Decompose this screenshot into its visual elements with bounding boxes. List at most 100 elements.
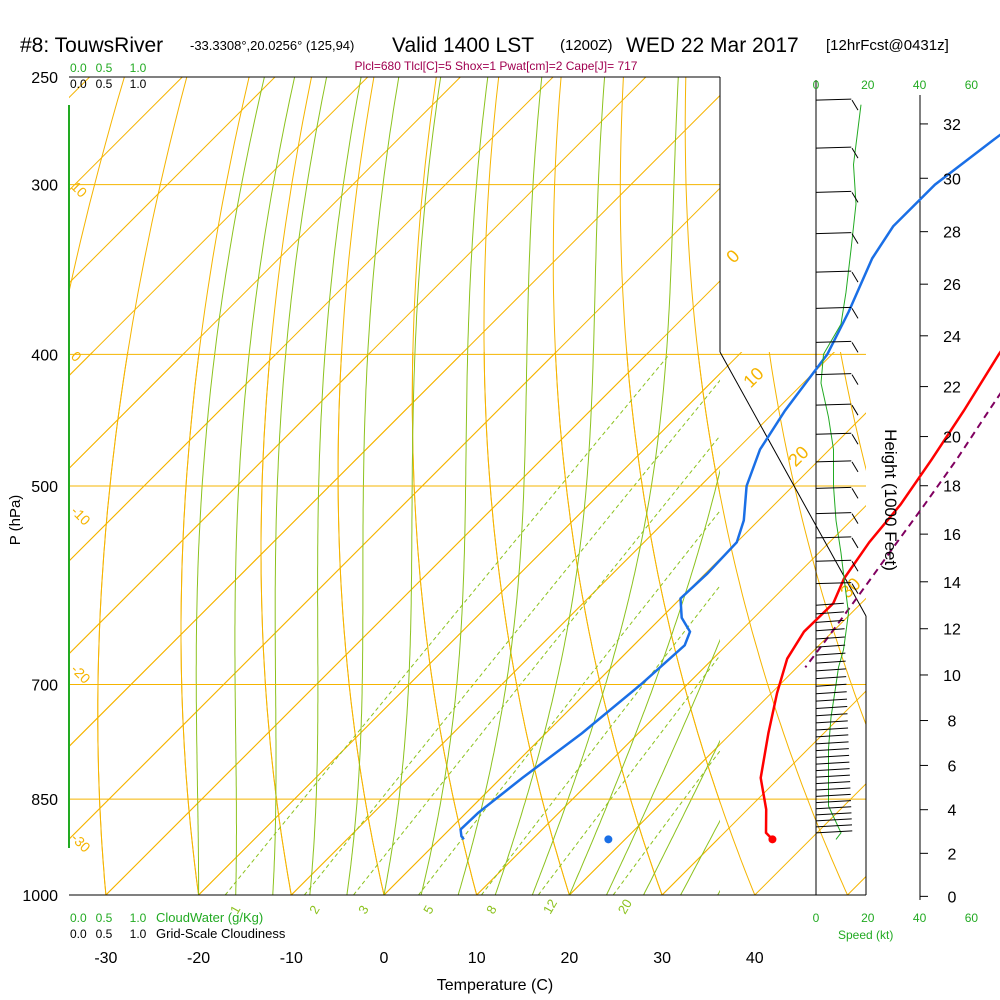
height-axis-title: Height (1000 Feet) — [881, 429, 900, 571]
wind-barb — [815, 602, 844, 606]
dry-adiabat — [337, 77, 385, 895]
wind-barb-flag — [851, 560, 859, 572]
height-tick-label: 6 — [948, 758, 957, 775]
dewpoint-line — [459, 133, 1000, 841]
wind-barb-flag — [851, 308, 859, 319]
moist-adiabat — [383, 77, 442, 895]
y-axis-title: P (hPa) — [7, 495, 24, 546]
dry-adiabat — [411, 77, 478, 895]
wind-barb — [815, 768, 850, 772]
x-tick-label: 40 — [746, 950, 764, 967]
wind-barb — [815, 668, 846, 672]
isotherm-line — [69, 77, 276, 284]
isotherm-line — [383, 558, 720, 895]
wind-barb — [815, 373, 852, 376]
isotherm-line — [476, 650, 720, 895]
wind-barb — [815, 611, 845, 615]
cloudwater-scale-bottom: 0.5 — [96, 911, 113, 925]
surface-dewpoint-dot — [604, 835, 613, 844]
wind-barb-flag — [851, 433, 859, 445]
moist-adiabat — [309, 77, 362, 895]
x-tick-label: -30 — [94, 950, 117, 967]
wind-barb — [815, 727, 849, 731]
cloudwater-scale-top: 0.0 — [70, 61, 87, 75]
moist-adiabat — [234, 77, 296, 895]
speed-scale-top: 60 — [965, 78, 979, 92]
wind-barb — [815, 628, 845, 632]
valid-date: WED 22 Mar 2017 — [626, 34, 799, 57]
wind-barb — [815, 818, 852, 822]
height-tick-label: 32 — [943, 117, 961, 134]
wind-barb — [815, 734, 849, 738]
y-tick-label: 700 — [31, 678, 58, 695]
x-tick-label: 0 — [380, 950, 389, 967]
y-tick-label: 850 — [31, 792, 58, 809]
wind-barb — [815, 741, 849, 745]
moist-adiabat — [494, 77, 606, 895]
wind-barb — [815, 800, 851, 804]
wind-barb — [815, 306, 852, 309]
wind-barb — [815, 512, 852, 515]
wind-barb — [815, 432, 852, 435]
x-tick-label: 10 — [468, 950, 486, 967]
height-tick-label: 8 — [948, 714, 957, 731]
dry-adiabat — [483, 77, 570, 895]
wind-barb — [815, 812, 852, 816]
moist-adiabat — [346, 77, 400, 895]
dry-adiabat — [552, 77, 663, 895]
height-tick-label: 2 — [948, 846, 957, 863]
wind-barb-flag — [851, 147, 859, 159]
mixing-ratio-line — [481, 584, 720, 895]
mixing-ratio-label: 12 — [540, 896, 560, 916]
height-tick-label: 10 — [943, 668, 961, 685]
isotherm-line — [69, 77, 461, 470]
mixing-ratio-line — [537, 654, 720, 895]
wind-barb — [815, 644, 846, 648]
y-tick-label: 1000 — [22, 888, 58, 905]
height-tick-label: 16 — [943, 527, 961, 544]
wind-barb — [815, 486, 852, 489]
wind-barb — [815, 619, 845, 623]
cloudwater-scale-top: 1.0 — [130, 61, 147, 75]
station-coords: -33.3308°,20.0256° (125,94) — [190, 38, 354, 53]
speed-caption: Speed (kt) — [838, 928, 893, 942]
moist-adiabat — [643, 739, 720, 895]
wind-barb-flag — [851, 404, 859, 416]
wind-barb-flag — [851, 99, 859, 111]
cloudiness-caption: Grid-Scale Cloudiness — [156, 926, 286, 941]
speed-scale-bottom: 40 — [913, 911, 927, 925]
speed-scale-bottom: 20 — [861, 911, 875, 925]
wind-barb — [815, 830, 853, 834]
height-tick-label: 28 — [943, 225, 961, 242]
axes: -30 -20 -10 0 10 20 30 402503004005007008501000… — [22, 61, 978, 967]
wind-barb-flag — [851, 488, 859, 499]
wind-barb-flag — [851, 342, 859, 353]
wind-barb — [815, 460, 852, 463]
moist-adiabat — [420, 77, 489, 895]
wind-barb — [815, 190, 852, 193]
wind-barb — [815, 748, 849, 752]
background-lines — [69, 77, 866, 896]
cloudwater-scale-top: 0.5 — [96, 61, 113, 75]
surface-temperature-dot — [768, 835, 777, 844]
wind-barb-flag — [851, 192, 859, 203]
speed-scale-top: 20 — [861, 78, 875, 92]
cloudiness-scale-top: 1.0 — [130, 77, 147, 91]
moist-adiabat — [531, 77, 679, 895]
mixing-ratio-line — [612, 750, 720, 895]
y-tick-label: 500 — [31, 479, 58, 496]
wind-barb — [815, 683, 847, 687]
wind-barb — [815, 705, 848, 709]
wind-barb — [815, 720, 848, 724]
height-tick-label: 4 — [948, 803, 957, 820]
height-tick-label: 12 — [943, 622, 961, 639]
y-tick-label: 400 — [31, 347, 58, 364]
wind-barb — [815, 536, 852, 539]
wind-barb-flag — [851, 583, 859, 594]
speed-scale-top: 0 — [813, 78, 820, 92]
wind-barb — [815, 98, 852, 101]
wind-barb — [815, 652, 846, 656]
dry-adiabat — [97, 77, 188, 895]
parcel-line — [804, 392, 1000, 669]
